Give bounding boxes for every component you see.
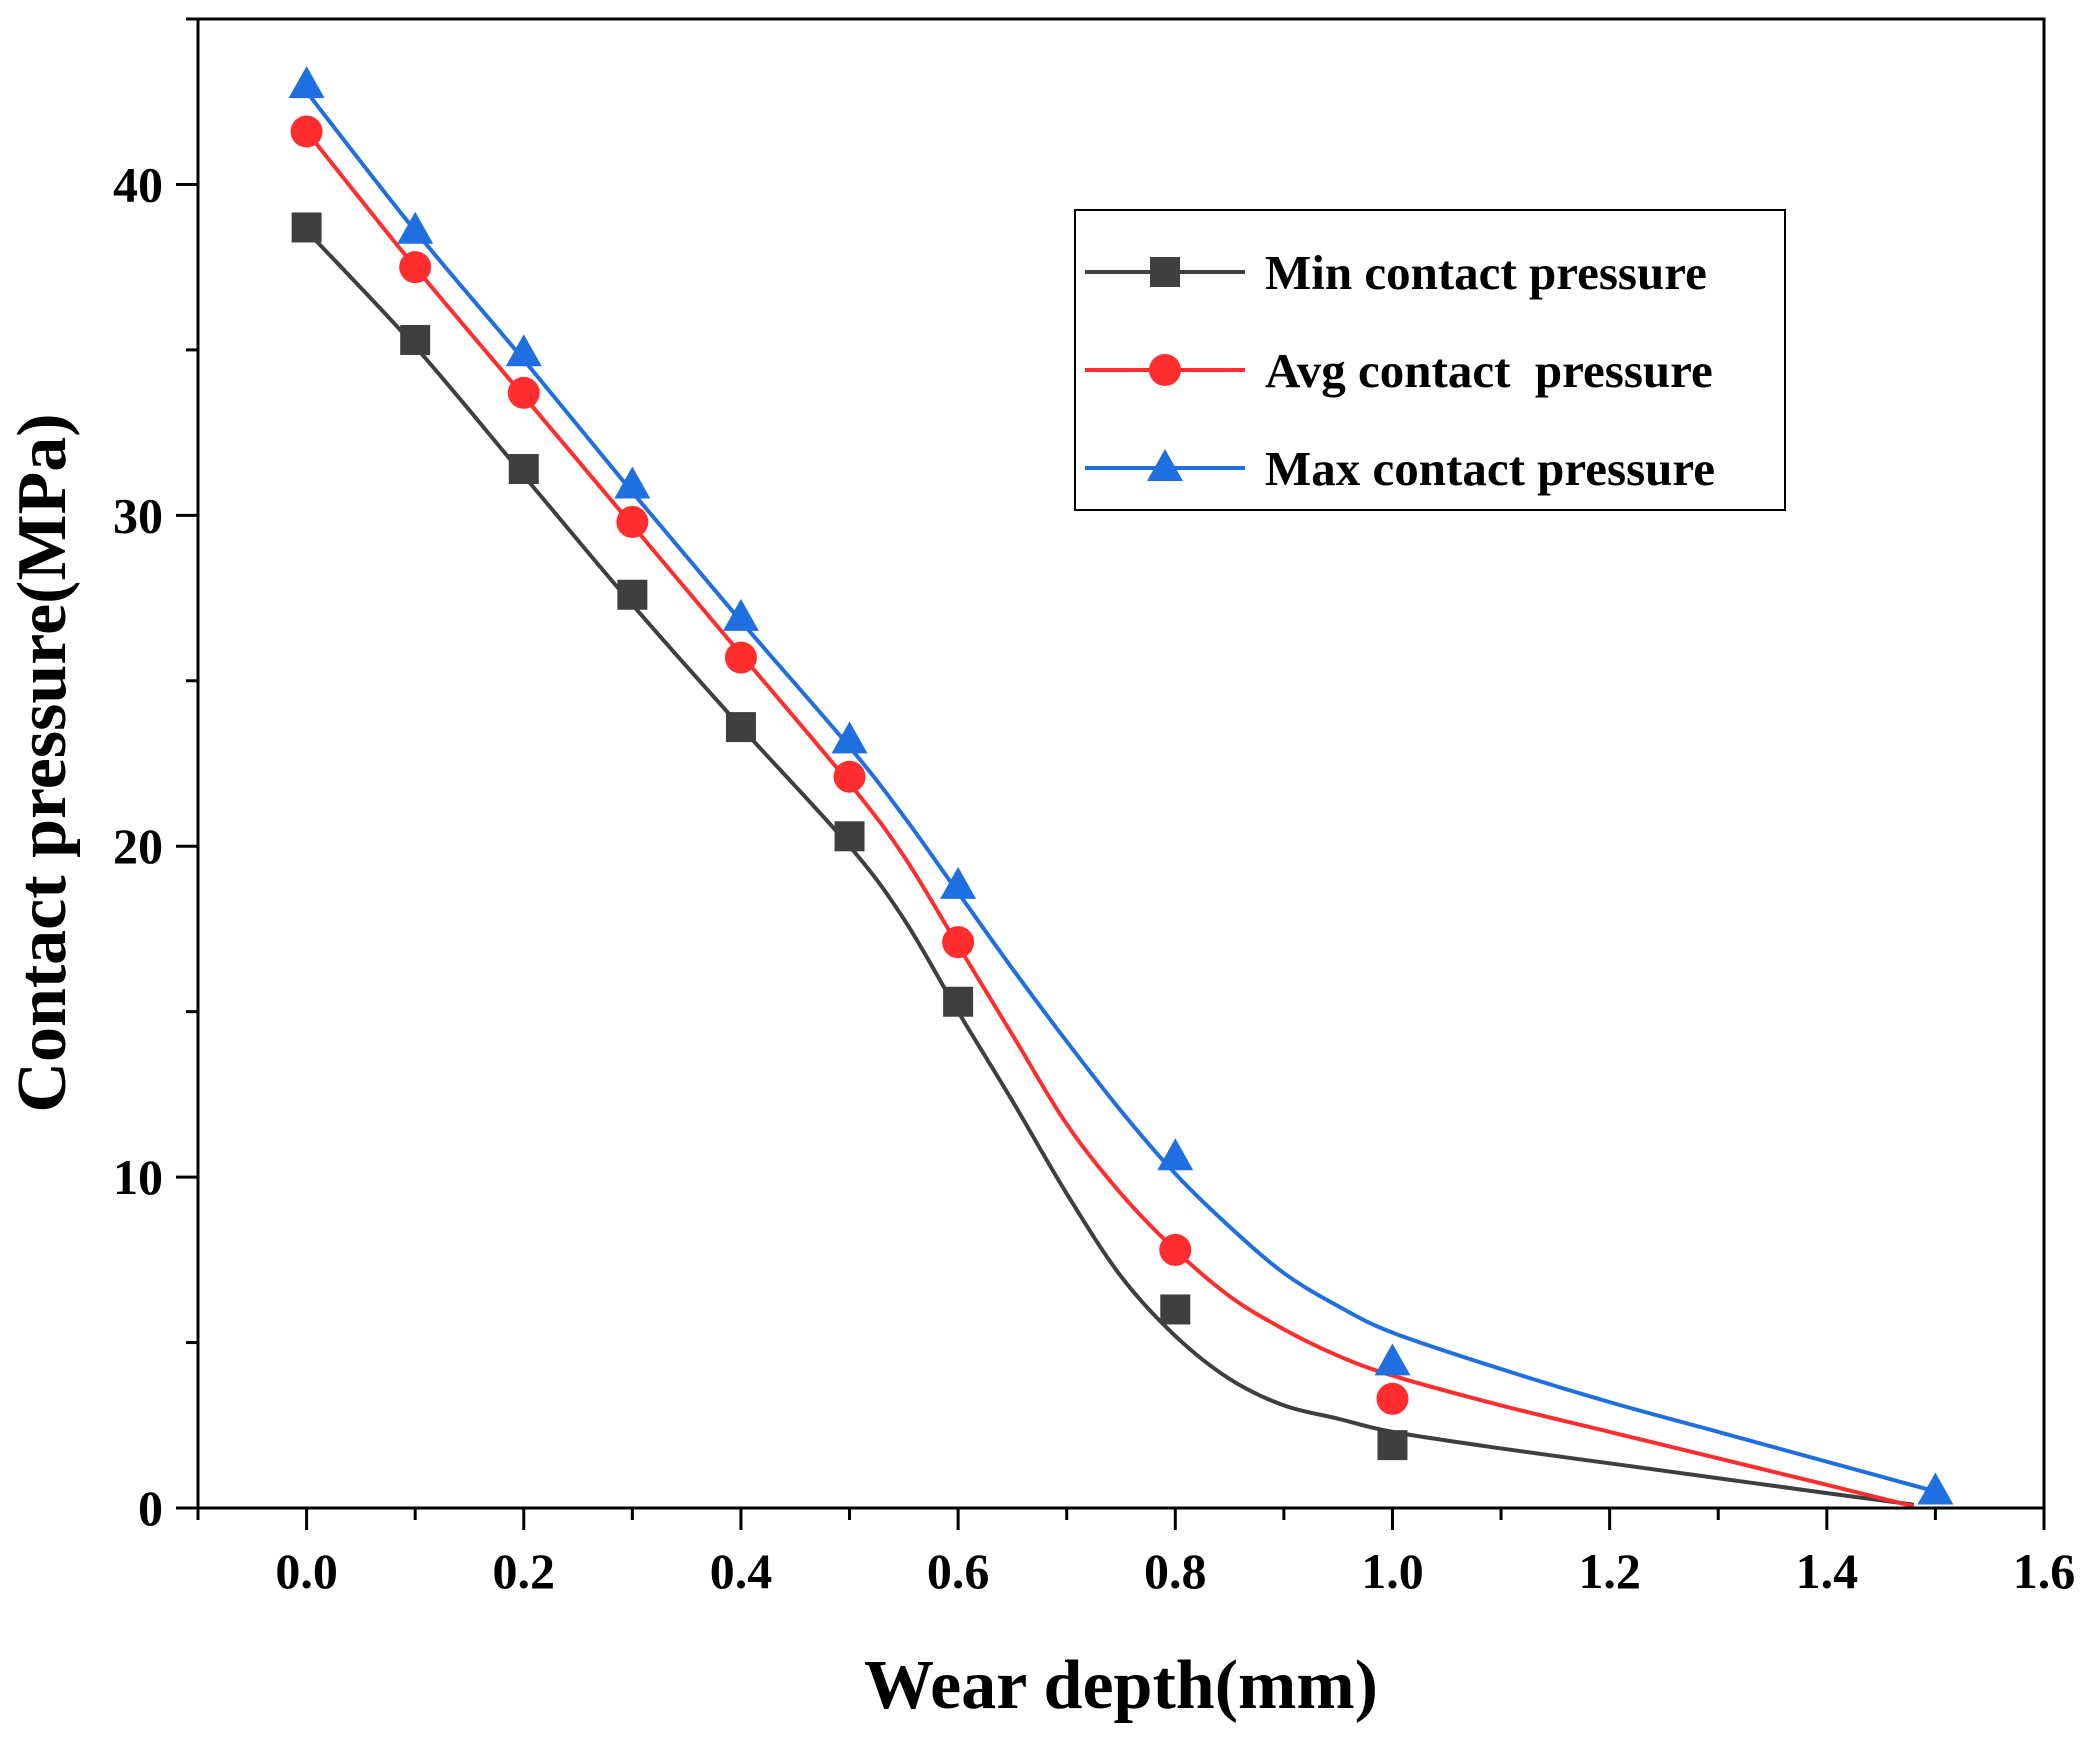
data-point-triangle — [397, 211, 434, 244]
data-point-circle — [1159, 1233, 1192, 1266]
data-point-triangle — [288, 66, 325, 99]
series-triangle — [288, 66, 1954, 1505]
y-tick-label: 40 — [113, 156, 163, 212]
data-point-square — [291, 212, 322, 243]
data-point-circle — [1376, 1382, 1409, 1415]
data-point-circle — [616, 505, 649, 538]
data-point-triangle — [1917, 1472, 1954, 1505]
x-tick-label: 0.6 — [927, 1543, 990, 1599]
series-line-circle — [305, 130, 1915, 1509]
legend: Min contact pressure Avg contact pressure… — [1074, 209, 1786, 511]
data-point-triangle — [722, 598, 759, 631]
x-tick-label: 0.0 — [275, 1543, 338, 1599]
y-tick-label: 10 — [113, 1149, 163, 1205]
legend-marker-circle — [1149, 354, 1181, 386]
data-point-triangle — [940, 866, 977, 899]
x-tick-label: 1.4 — [1796, 1543, 1859, 1599]
series-square — [291, 212, 1914, 1507]
legend-marker-square — [1150, 257, 1180, 287]
data-point-circle — [290, 115, 323, 148]
data-point-triangle — [1374, 1343, 1411, 1376]
data-point-square — [400, 324, 431, 355]
y-tick-label: 0 — [138, 1480, 163, 1536]
legend-label: Avg contact pressure — [1265, 343, 1713, 398]
data-point-square — [617, 579, 648, 610]
legend-label: Min contact pressure — [1265, 245, 1707, 300]
x-tick-label: 1.0 — [1361, 1543, 1424, 1599]
y-tick-label: 20 — [113, 818, 163, 874]
x-axis: 0.0 0.2 0.4 0.6 0.8 1.0 1.2 1.4 1.6 — [196, 1508, 2076, 1599]
x-tick-label: 1.2 — [1578, 1543, 1641, 1599]
data-point-circle — [399, 251, 432, 284]
data-point-square — [834, 821, 865, 852]
data-point-square — [1160, 1294, 1191, 1325]
y-tick-label: 30 — [113, 487, 163, 543]
x-tick-label: 0.4 — [710, 1543, 773, 1599]
data-point-square — [725, 712, 756, 743]
series-circle — [290, 115, 1915, 1509]
data-point-triangle — [614, 466, 651, 499]
plot-area — [288, 66, 1954, 1509]
x-tick-label: 0.8 — [1144, 1543, 1207, 1599]
legend-label: Max contact pressure — [1265, 441, 1715, 496]
legend-box — [1074, 209, 1786, 511]
data-point-square — [943, 986, 974, 1017]
series-line-triangle — [305, 90, 1936, 1494]
data-point-circle — [724, 641, 757, 674]
y-axis: 0 10 20 30 40 — [113, 17, 198, 1536]
data-point-triangle — [831, 721, 868, 754]
data-point-circle — [507, 376, 540, 409]
x-axis-label: Wear depth(mm) — [864, 1647, 1378, 1724]
data-point-circle — [833, 760, 866, 793]
x-tick-label: 0.2 — [493, 1543, 556, 1599]
data-point-triangle — [1157, 1138, 1194, 1171]
plot-frame — [196, 17, 2046, 1510]
legend-marker-triangle — [1147, 449, 1183, 481]
x-tick-label: 1.6 — [2013, 1543, 2076, 1599]
data-point-square — [508, 454, 539, 485]
data-point-circle — [942, 926, 975, 959]
y-axis-label: Contact pressure(MPa) — [4, 413, 81, 1112]
data-point-triangle — [505, 334, 542, 367]
data-point-square — [1377, 1430, 1408, 1461]
